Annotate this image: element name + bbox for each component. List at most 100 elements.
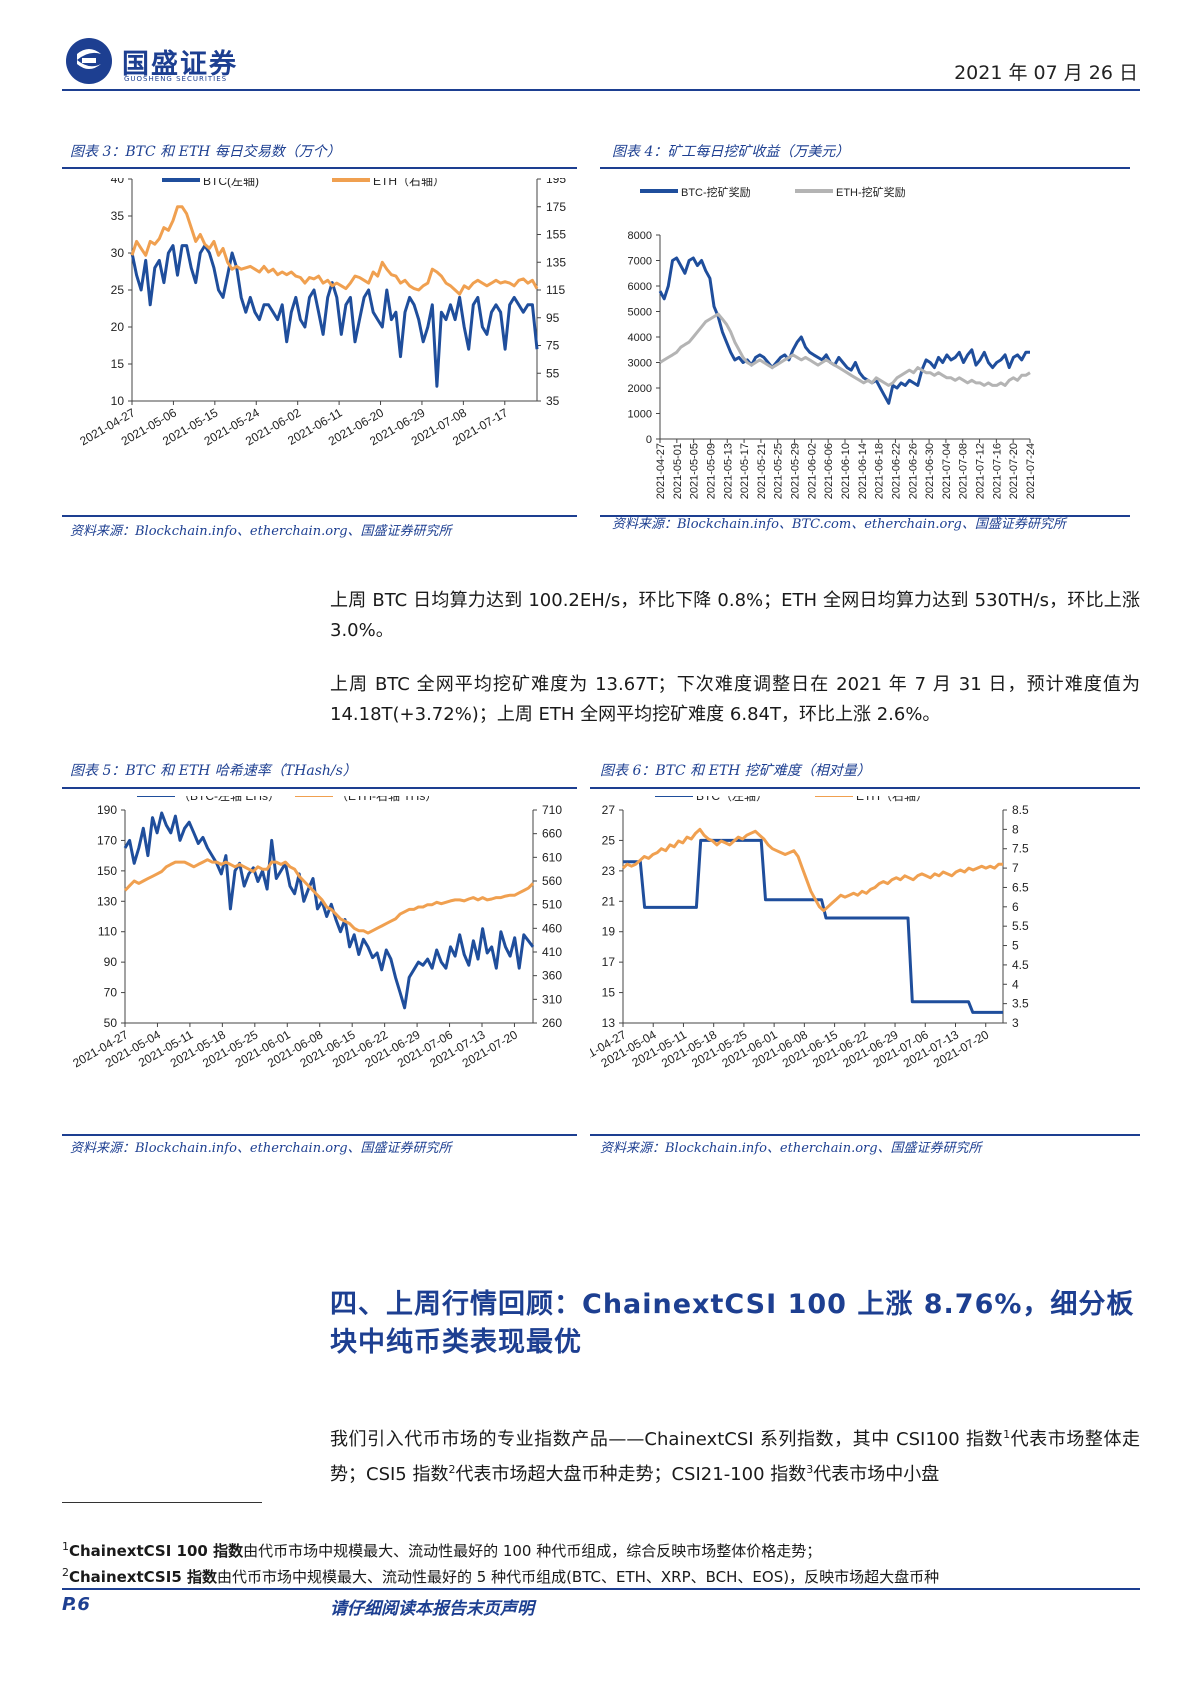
figure-6-rule: [590, 787, 1140, 789]
y-right-tick-label: 460: [542, 921, 562, 935]
x-tick-label: 2021-05-13: [722, 443, 734, 499]
logo-english: GUOSHENG SECURITIES: [124, 75, 228, 83]
x-tick-label: 2021-07-20: [1008, 443, 1020, 499]
x-tick-label: 2021-05-21: [756, 443, 768, 499]
y-right-tick-label: 195: [546, 178, 566, 186]
y-left-tick-label: 7000: [628, 256, 652, 268]
y-left-tick-label: 15: [111, 357, 125, 371]
footnote-ref-3[interactable]: 3: [806, 1463, 814, 1476]
y-right-tick-label: 3: [1012, 1016, 1019, 1030]
figure-3-title: 图表 3：BTC 和 ETH 每日交易数（万个）: [70, 144, 341, 160]
y-right-tick-label: 7.5: [1012, 842, 1029, 856]
y-right-tick-label: 360: [542, 969, 562, 983]
y-left-tick-label: 5000: [628, 307, 652, 319]
y-left-tick-label: 2000: [628, 383, 652, 395]
figure-5-source: 资料来源：Blockchain.info、etherchain.org、国盛证券…: [70, 1141, 452, 1156]
index-intro-text-3: 代表市场超大盘币种走势；CSI21-100 指数: [455, 1464, 807, 1485]
x-tick-label: 2021-05-29: [790, 443, 802, 499]
footer-rule: [62, 1588, 1140, 1590]
chart-miner-daily-revenue: 0 1000 2000 3000 4000 5000 6000 7000 8000 2021-04…: [628, 185, 1037, 499]
index-intro-text-4: 代表市场中小盘: [813, 1464, 940, 1485]
section-heading: 四、上周行情回顾：ChainextCSI 100 上涨 8.76%，细分板块中纯…: [330, 1289, 1135, 1358]
figure-4-rule: [600, 167, 1130, 169]
chart-btc-eth-daily-transactions: 1015202530354035557595115135155175195202…: [77, 178, 566, 448]
y-right-tick-label: 4.5: [1012, 958, 1029, 972]
y-right-tick-label: 35: [546, 394, 560, 408]
footnote-ref-1[interactable]: 1: [1003, 1428, 1011, 1441]
y-left-tick-label: 17: [602, 955, 616, 969]
y-right-tick-label: 310: [542, 992, 562, 1006]
series-line-btc: [130, 244, 539, 388]
y-left-tick-label: 21: [602, 894, 616, 908]
y-left-tick-label: 19: [602, 925, 616, 939]
series-line-btc: [623, 838, 1003, 1014]
x-tick-label: 2021-05-17: [739, 443, 751, 499]
y-right-tick-label: 8: [1012, 822, 1019, 836]
index-intro-text-1: 我们引入代币市场的专业指数产品——ChainextCSI 系列指数，其中 CSI…: [330, 1429, 1004, 1450]
series-line-btc: [658, 256, 1030, 405]
chart-btc-eth-mining-difficulty: 13 15 17 19 21 23 25 27 3 3.5 4 4.5 5 5.5 6 6.5 7 7.5 8 8.5…: [590, 796, 1029, 1070]
x-tick-label: 2021-04-27: [655, 443, 667, 499]
paragraph-hashrate: 上周 BTC 日均算力达到 100.2EH/s，环比下降 0.8%；ETH 全网…: [330, 590, 1140, 641]
y-left-tick-label: 90: [104, 955, 118, 969]
figure-5-rule: [62, 787, 577, 789]
footnote-2: 2ChainextCSI5 指数由代币市场中规模最大、流动性最好的 5 种代币组…: [62, 1561, 1140, 1589]
figure-3-bottom-rule: [62, 515, 577, 517]
y-right-tick-label: 6: [1012, 900, 1019, 914]
x-tick-label: 2021-05-25: [773, 443, 785, 499]
y-right-tick-label: 410: [542, 945, 562, 959]
y-right-tick-label: 55: [546, 366, 560, 380]
legend-label-btc: BTC(左轴): [203, 178, 259, 188]
y-left-tick-label: 27: [602, 803, 616, 817]
y-left-tick-label: 1000: [628, 409, 652, 421]
footer-disclaimer: 请仔细阅读本报告末页声明: [330, 1599, 534, 1619]
footnote-1-number: 1: [62, 1540, 69, 1553]
guosheng-logo-icon: [66, 38, 112, 84]
y-right-tick-label: 560: [542, 874, 562, 888]
y-right-tick-label: 660: [542, 827, 562, 841]
footnote-2-term: ChainextCSI5 指数: [69, 1568, 217, 1586]
legend-label-btc: BTC（左轴）: [696, 796, 768, 803]
x-tick-label: 2021-06-02: [806, 443, 818, 499]
y-left-tick-label: 35: [111, 209, 125, 223]
report-date: 2021 年 07 月 26 日: [954, 62, 1138, 84]
figure-3-rule: [62, 167, 577, 169]
figure-5-title: 图表 5：BTC 和 ETH 哈希速率（THash/s）: [70, 763, 357, 779]
legend-label-eth: ETH-挖矿奖励: [836, 185, 906, 199]
footnote-ref-2[interactable]: 2: [448, 1463, 456, 1476]
x-tick-label: 2021-07-08: [958, 443, 970, 499]
series-line-btc: [123, 811, 535, 1010]
y-left-tick-label: 30: [111, 246, 125, 260]
y-right-tick-label: 155: [546, 228, 566, 242]
page-number: P.6: [62, 1594, 90, 1615]
y-right-tick-label: 510: [542, 898, 562, 912]
figure-4-source: 资料来源：Blockchain.info、BTC.com、etherchain.…: [612, 517, 1066, 532]
y-left-tick-label: 70: [104, 986, 118, 1000]
index-intro-text-2: 代表市场整体走势；CSI5 指数: [330, 1429, 1141, 1485]
figure-4-title: 图表 4：矿工每日挖矿收益（万美元）: [612, 144, 850, 160]
series-line-eth: [130, 205, 539, 296]
y-left-tick-label: 13: [602, 1016, 616, 1030]
x-tick-label: 2021-06-06: [823, 443, 835, 499]
figure-6-bottom-rule: [590, 1134, 1140, 1136]
fig4-plot-group: 0 1000 2000 3000 4000 5000 6000 7000 8000 2021-04…: [628, 185, 1037, 499]
legend-label-btc: BTC-挖矿奖励: [681, 185, 751, 199]
x-tick-label: 2021-06-14: [857, 443, 869, 499]
y-left-tick-label: 23: [602, 864, 616, 878]
x-tick-label: 2021-06-30: [924, 443, 936, 499]
y-right-tick-label: 75: [546, 339, 560, 353]
header-rule: [62, 89, 1140, 91]
y-left-tick-label: 170: [97, 833, 117, 847]
y-left-tick-label: 4000: [628, 332, 652, 344]
series-line-eth: [123, 858, 535, 935]
y-left-tick-label: 25: [602, 833, 616, 847]
fig3-plot-group: 1015202530354035557595115135155175195202…: [77, 178, 566, 448]
y-right-tick-label: 135: [546, 255, 566, 269]
y-left-tick-label: 130: [97, 894, 117, 908]
figure-5-bottom-rule: [62, 1134, 577, 1136]
fig5-plot-group: 50 70 90 110 130 150 170 190 260 310 360 410 460 510 5…: [70, 796, 562, 1070]
y-right-tick-label: 4: [1012, 977, 1019, 991]
x-tick-label: 2021-07-24: [1025, 443, 1037, 499]
y-left-tick-label: 0: [646, 434, 652, 446]
x-tick-label: 2021-07-16: [991, 443, 1003, 499]
